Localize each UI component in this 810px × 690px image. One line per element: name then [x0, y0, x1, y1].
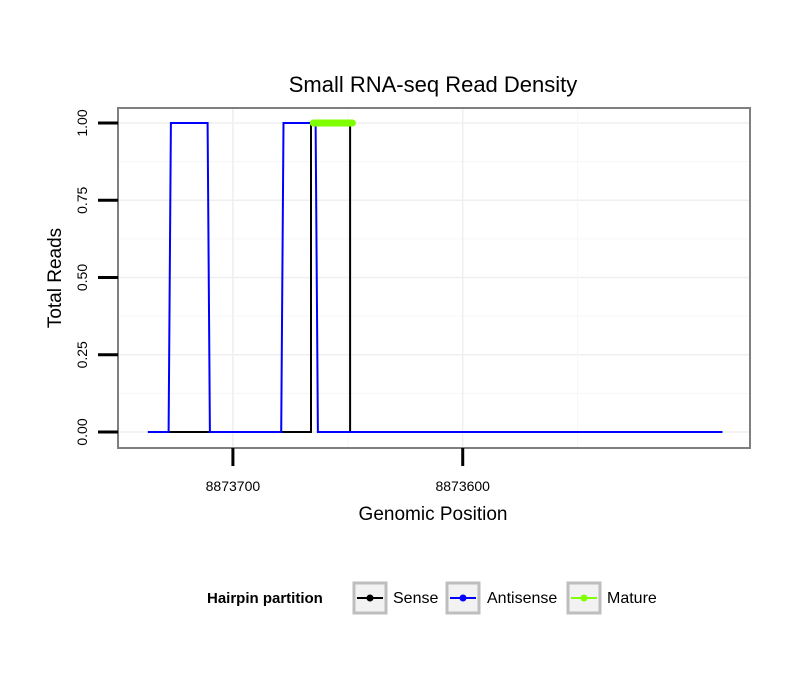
grid [118, 108, 750, 448]
legend-item-antisense: Antisense [445, 581, 557, 615]
series-line-antisense [147, 122, 723, 433]
y-tick-label: 0.25 [74, 341, 90, 368]
y-tick-label: 0.75 [74, 186, 90, 213]
legend: Hairpin partition Sense Antisense Mature [207, 581, 657, 615]
legend-label: Antisense [487, 590, 557, 607]
chart-title: Small RNA-seq Read Density [289, 72, 578, 97]
y-tick-label: 0.00 [74, 418, 90, 445]
legend-key-dot [459, 594, 467, 602]
y-tick-label: 1.00 [74, 109, 90, 136]
legend-label: Sense [393, 590, 438, 607]
legend-key-dot [366, 594, 374, 602]
legend-item-sense: Sense [352, 581, 438, 615]
legend-item-mature: Mature [566, 581, 657, 615]
x-tick-label: 8873600 [435, 478, 490, 494]
legend-key-dot [580, 594, 588, 602]
axes-layer: 0.00 0.25 0.50 0.75 1.00 8873700 8873600 [74, 109, 490, 494]
series-layer [147, 119, 723, 433]
x-tick-label: 8873700 [206, 478, 261, 494]
x-axis-title: Genomic Position [359, 504, 508, 525]
y-axis-title: Total Reads [45, 228, 66, 328]
y-tick-label: 0.50 [74, 264, 90, 291]
legend-title: Hairpin partition [207, 590, 323, 607]
legend-label: Mature [607, 590, 657, 607]
